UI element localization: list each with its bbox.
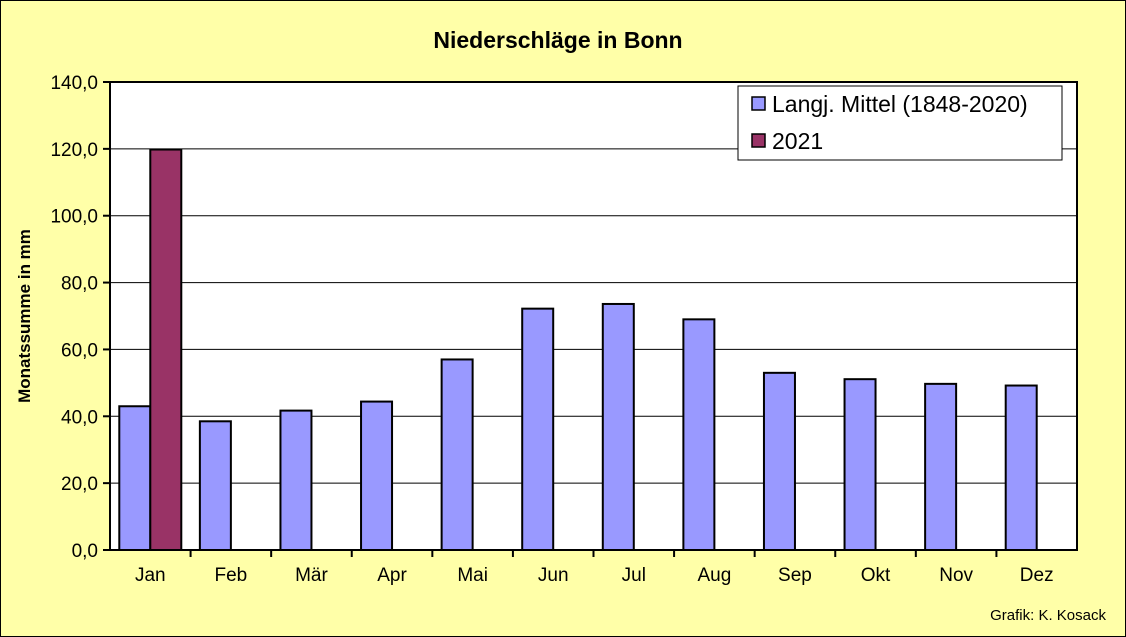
bar-mittel-11 — [924, 382, 958, 551]
legend-swatch-mittel — [751, 96, 766, 111]
legend: Langj. Mittel (1848-2020) 2021 — [737, 85, 1063, 161]
x-tick-label: Jul — [622, 565, 646, 586]
y-tick-label: 140,0 — [50, 73, 98, 94]
x-tick-label: Apr — [377, 565, 407, 586]
x-tick-label: Dez — [1020, 565, 1054, 586]
y-tick-label: 40,0 — [61, 407, 98, 428]
legend-swatch-2021 — [751, 133, 766, 148]
y-axis-ticks: 0,0 20,0 40,0 60,0 80,0 100,0 120,0 140,0 — [50, 73, 110, 562]
x-tick-label: Sep — [778, 565, 812, 586]
chart-title: Niederschläge in Bonn — [433, 27, 682, 53]
legend-label-2021: 2021 — [772, 128, 823, 154]
y-tick-label: 80,0 — [61, 274, 98, 295]
x-tick-label: Aug — [697, 565, 731, 586]
bar-mittel-5 — [440, 358, 474, 552]
bar-2021-1 — [149, 148, 183, 551]
credit-text: Grafik: K. Kosack — [990, 607, 1106, 624]
x-tick-label: Okt — [861, 565, 891, 586]
x-tick-label: Jan — [135, 565, 166, 586]
bar-mittel-1 — [118, 405, 152, 551]
bar-mittel-7 — [601, 302, 635, 552]
legend-label-mittel: Langj. Mittel (1848-2020) — [772, 91, 1028, 117]
bar-mittel-12 — [1004, 384, 1038, 551]
x-tick-label: Feb — [215, 565, 248, 586]
x-tick-label: Jun — [538, 565, 569, 586]
bar-mittel-3 — [279, 409, 313, 551]
x-axis-ticks: Jan Feb Mär Apr Mai Jun Jul Aug Sep Okt Nov Dez — [135, 550, 1054, 586]
y-tick-label: 60,0 — [61, 340, 98, 361]
bar-mittel-2 — [198, 420, 232, 551]
x-tick-label: Mär — [295, 565, 328, 586]
y-tick-label: 20,0 — [61, 474, 98, 495]
y-tick-label: 120,0 — [50, 140, 98, 161]
bar-mittel-6 — [521, 307, 555, 551]
x-tick-label: Mai — [457, 565, 488, 586]
y-tick-label: 0,0 — [72, 541, 98, 562]
bar-mittel-9 — [762, 371, 796, 552]
bar-mittel-10 — [843, 378, 877, 551]
legend-box — [737, 85, 1063, 161]
x-tick-label: Nov — [939, 565, 973, 586]
bar-mittel-8 — [682, 318, 716, 552]
y-axis-label: Monatssumme in mm — [15, 229, 34, 403]
y-tick-label: 100,0 — [50, 207, 98, 228]
bar-mittel-4 — [360, 400, 394, 551]
